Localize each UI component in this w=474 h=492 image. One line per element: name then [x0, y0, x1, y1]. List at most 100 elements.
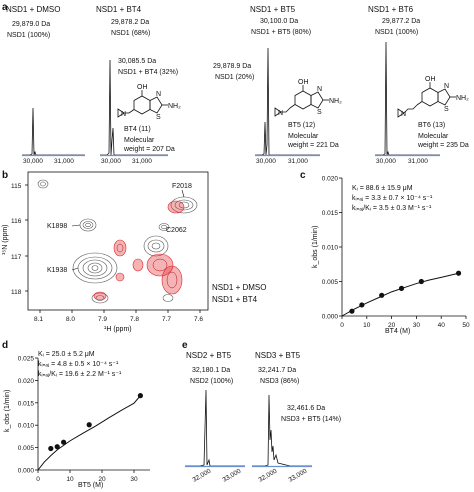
peak-label: NSD3 + BT5 (14%) — [281, 416, 341, 423]
data-point — [86, 422, 92, 428]
nmr-x-label: ¹H (ppm) — [104, 326, 132, 333]
peak-mass: 29,877.2 Da — [382, 18, 420, 25]
peak-label: NSD1 (20%) — [215, 74, 254, 81]
legend-dmso: NSD1 + DMSO — [212, 283, 266, 292]
svg-text:N: N — [278, 110, 283, 117]
contours-bt4-inner — [116, 243, 178, 289]
data-point — [455, 270, 462, 276]
y-tick-label: 0.000 — [322, 314, 339, 321]
tick-label: 30,000 — [101, 158, 121, 165]
tick-label: 116 — [11, 218, 22, 225]
svg-text:OH: OH — [137, 84, 148, 91]
tick-label: 31,000 — [288, 158, 308, 165]
kinetic-ratio: kᵢₙₐⱼ/Kᵢ = 19.6 ± 2.2 M⁻¹ s⁻¹ — [38, 371, 122, 378]
chart-c-ylabel: k_obs (1/min) — [312, 226, 319, 268]
kinetic-ratio: kᵢₙₐⱼ/Kᵢ = 3.5 ± 0.3 M⁻¹ s⁻¹ — [352, 205, 432, 212]
svg-text:N: N — [156, 91, 161, 98]
spectrum-title: NSD1 + BT5 — [250, 5, 296, 14]
svg-text:S: S — [444, 106, 449, 113]
kinetic-kinact: kᵢₙₐⱼ = 4.8 ± 0.5 × 10⁻⁴ s⁻¹ — [38, 361, 119, 368]
y-tick-label: 0.015 — [322, 210, 339, 217]
molecular-label: Molecular — [288, 133, 319, 140]
x-tick-label: 10 — [66, 476, 74, 483]
peak-mass: 29,878.9 Da — [213, 63, 251, 70]
x-tick-label: 30 — [413, 322, 421, 329]
spectrum-nsd3: NSD3 + BT5 32,241.7 Da NSD3 (86%) 32,461… — [252, 351, 341, 484]
y-tick-label: 0.015 — [18, 400, 35, 407]
molecular-label: Molecular — [418, 133, 449, 140]
spectrum-title: NSD1 + BT4 — [96, 5, 142, 14]
x-tick-label: 30 — [130, 476, 138, 483]
chart-d-xlabel: BT5 (M) — [78, 482, 103, 489]
nmr-y-label: ¹⁵N (ppm) — [2, 224, 9, 255]
svg-text:N: N — [121, 111, 126, 118]
svg-text:N: N — [444, 83, 449, 90]
fit-curve — [341, 272, 459, 317]
tick-label: 31,000 — [408, 158, 428, 165]
tick-label: 115 — [11, 183, 22, 190]
svg-text:NH₂: NH₂ — [456, 95, 469, 102]
y-tick-label: 0.020 — [322, 176, 339, 183]
kinetic-kinact: kᵢₙₐⱼ = 3.3 ± 0.7 × 10⁻⁴ s⁻¹ — [352, 195, 433, 202]
panel-d-label: d — [2, 340, 8, 351]
molecular-label: Molecular — [124, 137, 155, 144]
y-tick-label: 0.000 — [18, 468, 35, 475]
residue-label: C2062 — [166, 227, 187, 234]
bt5-structure: OH NH₂ S N N — [274, 79, 342, 117]
peak-mass: 32,180.1 Da — [192, 367, 230, 374]
bt6-structure: OH NH₂ S N N — [397, 76, 469, 118]
x-tick-label: 40 — [438, 322, 446, 329]
molecular-weight: weight = 235 Da — [417, 142, 469, 149]
residue-label: K1898 — [47, 223, 67, 230]
data-point — [349, 308, 355, 314]
panel-a-label: a — [2, 2, 8, 13]
svg-text:NH₂: NH₂ — [329, 98, 342, 105]
data-point — [359, 302, 365, 308]
peak-mass: 30,085.5 Da — [118, 58, 156, 65]
legend-bt4: NSD1 + BT4 — [212, 295, 258, 304]
x-tick-label: 50 — [462, 322, 470, 329]
panel-e-label: e — [182, 340, 188, 351]
svg-text:OH: OH — [298, 79, 309, 86]
residue-label: F2018 — [172, 183, 192, 190]
tick-label: 117 — [11, 254, 22, 261]
tick-label: 31,000 — [132, 158, 152, 165]
bt4-structure: OH NH₂ S N N — [117, 84, 181, 121]
peak-label: NSD2 (100%) — [190, 378, 233, 385]
data-point — [137, 393, 143, 399]
data-point — [418, 278, 424, 285]
data-point — [61, 439, 67, 445]
svg-text:N: N — [401, 111, 406, 118]
svg-text:NH₂: NH₂ — [168, 103, 181, 110]
x-tick-label: 10 — [363, 322, 371, 329]
nmr-y-ticks: 115 116 117 118 — [11, 183, 28, 296]
compound-label: BT6 (13) — [418, 122, 445, 129]
spectrum-bt4: NSD1 + BT4 29,878.2 Da NSD1 (68%) 30,085… — [96, 5, 181, 165]
kinetic-ki: Kᵢ = 25.0 ± 5.2 μM — [38, 351, 95, 358]
nmr-x-ticks: 8.1 8.0 7.9 7.8 7.7 7.6 — [34, 310, 203, 323]
tick-label: 8.1 — [34, 316, 43, 323]
svg-text:N: N — [317, 86, 322, 93]
svg-text:S: S — [317, 109, 322, 116]
tick-label: 30,000 — [376, 158, 396, 165]
contours-bt4 — [93, 200, 185, 301]
svg-text:S: S — [156, 114, 161, 121]
panel-b-label: b — [2, 170, 8, 181]
chart-c: Kᵢ = 88.6 ± 15.9 μM kᵢₙₐⱼ = 3.3 ± 0.7 × … — [312, 176, 470, 336]
fit-curve — [37, 395, 141, 471]
tick-label: 7.9 — [98, 316, 107, 323]
tick-label: 32,000 — [192, 468, 213, 484]
tick-label: 7.7 — [162, 316, 171, 323]
spectrum-title: NSD3 + BT5 — [255, 351, 301, 360]
spectrum-nsd2: NSD2 + BT5 32,180.1 Da NSD2 (100%) 32,00… — [185, 351, 245, 484]
chart-c-plot: 0 10 20 30 40 50 0.000 0.005 0.010 0.015 0.020 — [322, 176, 470, 330]
y-tick-label: 0.010 — [322, 245, 339, 252]
tick-label: 31,000 — [54, 158, 74, 165]
peak-mass: 30,100.0 Da — [260, 18, 298, 25]
compound-label: BT5 (12) — [288, 122, 315, 129]
peak-mass: 32,241.7 Da — [258, 367, 296, 374]
spectrum-bt5: NSD1 + BT5 30,100.0 Da NSD1 + BT5 (80%) … — [213, 5, 342, 165]
molecular-weight: weight = 207 Da — [123, 146, 175, 153]
peak-label: NSD1 + BT4 (32%) — [118, 69, 178, 76]
